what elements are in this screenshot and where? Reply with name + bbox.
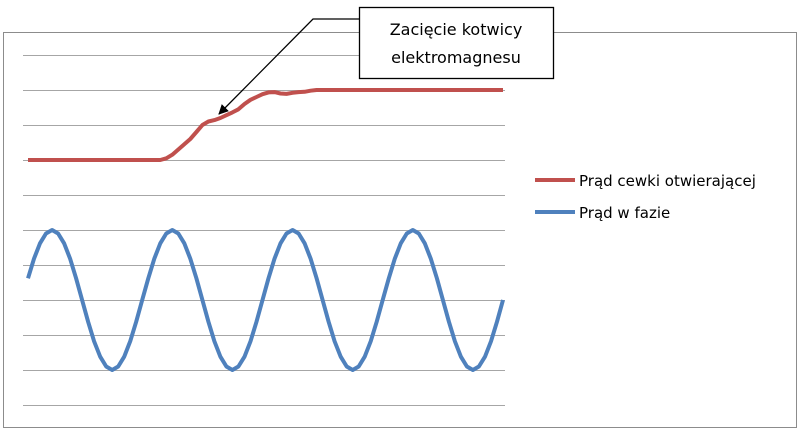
series-line-0 xyxy=(28,88,503,162)
legend-item-0: Prąd cewki otwierającej xyxy=(535,172,756,190)
annotation-box xyxy=(358,6,555,80)
annotation-line-2: elektromagnesu xyxy=(391,48,521,67)
gridlines xyxy=(23,55,505,406)
legend-label: Prąd cewki otwierającej xyxy=(579,172,756,190)
legend-item-1: Prąd w fazie xyxy=(535,204,670,222)
legend: Prąd cewki otwierającej Prąd w fazie xyxy=(535,172,756,222)
plot-series xyxy=(26,88,505,372)
legend-label: Prąd w fazie xyxy=(579,204,670,222)
annotation: Zacięcie kotwicy elektromagnesu xyxy=(218,6,555,115)
series-line-1 xyxy=(26,228,505,372)
annotation-arrow xyxy=(218,18,360,115)
annotation-line-1: Zacięcie kotwicy xyxy=(390,20,523,39)
